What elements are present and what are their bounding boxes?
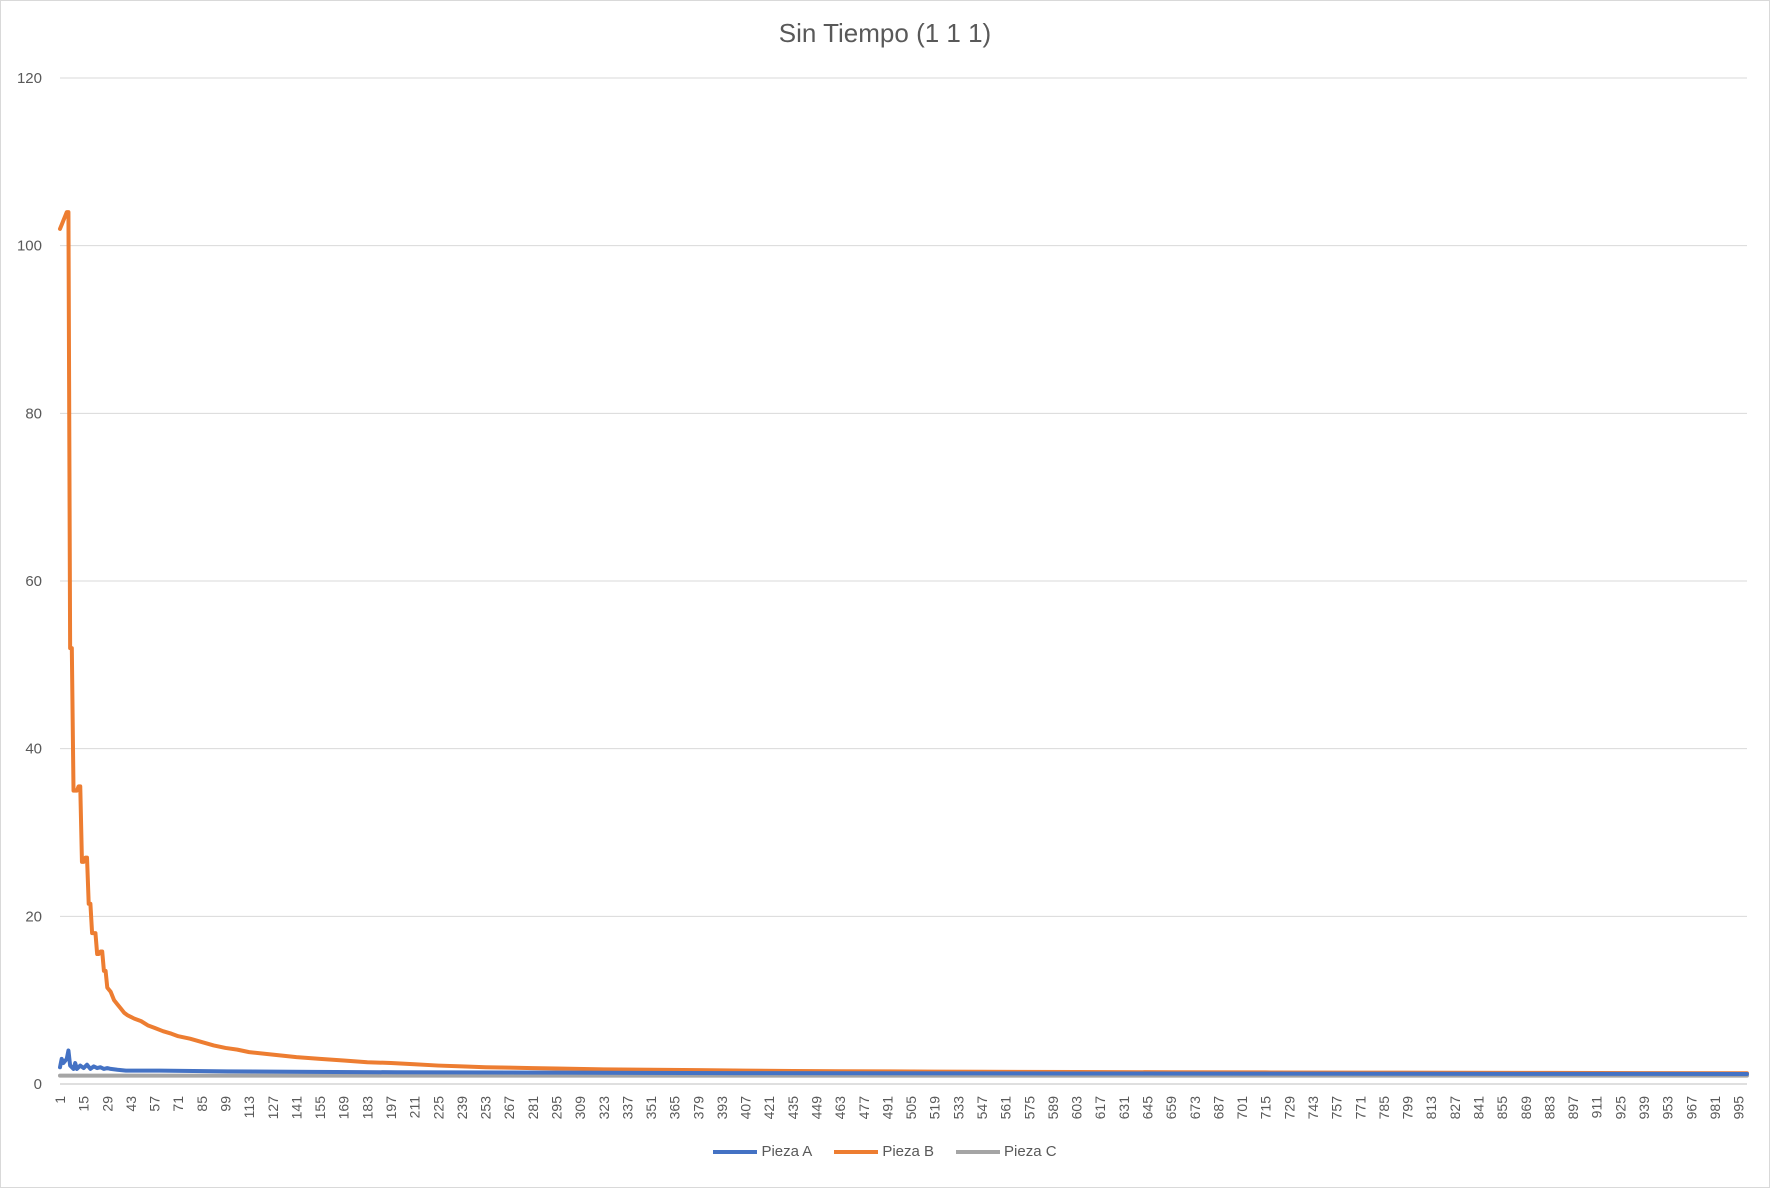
legend-swatch	[713, 1149, 758, 1154]
x-tick-label: 757	[1329, 1096, 1345, 1120]
x-tick-label: 589	[1045, 1096, 1061, 1120]
legend-item: Pieza C	[956, 1143, 1057, 1160]
x-tick-label: 883	[1541, 1096, 1557, 1120]
x-tick-label: 575	[1021, 1096, 1037, 1120]
x-tick-label: 267	[501, 1096, 517, 1120]
x-tick-label: 127	[265, 1096, 281, 1120]
legend-label: Pieza A	[761, 1143, 813, 1160]
x-tick-label: 771	[1352, 1096, 1368, 1120]
x-tick-label: 463	[832, 1096, 848, 1120]
x-tick-label: 197	[383, 1096, 399, 1120]
x-tick-label: 953	[1660, 1096, 1676, 1120]
x-tick-label: 435	[785, 1096, 801, 1120]
x-tick-label: 253	[478, 1096, 494, 1120]
x-tick-label: 659	[1163, 1096, 1179, 1120]
x-tick-label: 841	[1470, 1096, 1486, 1120]
y-axis-labels: 0 20 40 60 80 100 120	[17, 70, 42, 1093]
x-tick-label: 967	[1683, 1096, 1699, 1120]
x-tick-label: 57	[147, 1096, 163, 1112]
x-axis-labels: 1 15 29 43 57 71 85 99 113 127 141 155 169 183 197 211 2…	[52, 1096, 1747, 1120]
x-tick-label: 99	[217, 1096, 233, 1112]
x-tick-label: 379	[690, 1096, 706, 1120]
x-tick-label: 407	[738, 1096, 754, 1120]
series-lines	[58, 210, 1749, 1078]
x-tick-label: 183	[359, 1096, 375, 1120]
x-tick-label: 505	[903, 1096, 919, 1120]
x-tick-label: 981	[1707, 1096, 1723, 1120]
legend-swatch	[834, 1149, 879, 1154]
x-tick-label: 715	[1258, 1096, 1274, 1120]
x-tick-label: 281	[525, 1096, 541, 1120]
y-tick-label: 40	[25, 741, 42, 758]
x-tick-label: 449	[809, 1096, 825, 1120]
x-tick-label: 29	[99, 1096, 115, 1112]
legend-swatch	[956, 1149, 1001, 1154]
x-tick-label: 911	[1589, 1096, 1605, 1119]
y-tick-label: 100	[17, 238, 42, 255]
x-tick-label: 743	[1305, 1096, 1321, 1120]
legend-label: Pieza C	[1004, 1143, 1057, 1160]
x-tick-label: 729	[1281, 1096, 1297, 1120]
legend-label: Pieza B	[882, 1143, 935, 1160]
y-tick-label: 80	[25, 405, 42, 422]
x-tick-label: 239	[454, 1096, 470, 1120]
x-tick-label: 337	[619, 1096, 635, 1120]
x-tick-label: 827	[1447, 1096, 1463, 1120]
legend: Pieza A Pieza B Pieza C	[0, 1143, 1770, 1160]
x-tick-label: 799	[1400, 1096, 1416, 1120]
x-tick-label: 533	[950, 1096, 966, 1120]
x-tick-label: 113	[241, 1096, 257, 1119]
x-tick-label: 813	[1423, 1096, 1439, 1120]
series-line-pieza-a	[58, 1048, 1749, 1076]
x-tick-label: 603	[1069, 1096, 1085, 1120]
x-tick-label: 869	[1518, 1096, 1534, 1120]
x-tick-label: 15	[76, 1096, 92, 1112]
x-tick-label: 71	[170, 1096, 186, 1112]
x-tick-label: 645	[1140, 1096, 1156, 1120]
x-tick-label: 897	[1565, 1096, 1581, 1120]
y-tick-label: 60	[25, 573, 42, 590]
y-tick-label: 120	[17, 70, 42, 87]
x-tick-label: 561	[998, 1096, 1014, 1120]
x-tick-label: 855	[1494, 1096, 1510, 1120]
x-tick-label: 309	[572, 1096, 588, 1120]
y-tick-label: 0	[34, 1076, 42, 1093]
x-tick-label: 491	[879, 1096, 895, 1120]
x-tick-label: 995	[1731, 1096, 1747, 1120]
x-tick-label: 477	[856, 1096, 872, 1120]
x-tick-label: 617	[1092, 1096, 1108, 1120]
x-tick-label: 211	[407, 1096, 423, 1119]
x-tick-label: 421	[761, 1096, 777, 1120]
x-tick-label: 939	[1636, 1096, 1652, 1120]
x-tick-label: 351	[643, 1096, 659, 1120]
chart-title: Sin Tiempo (1 1 1)	[778, 18, 992, 48]
legend-item: Pieza A	[713, 1143, 812, 1160]
x-tick-label: 295	[548, 1096, 564, 1120]
x-tick-label: 155	[312, 1096, 328, 1120]
x-tick-label: 547	[974, 1096, 990, 1120]
y-tick-label: 20	[25, 908, 42, 925]
x-tick-label: 701	[1234, 1096, 1250, 1120]
x-tick-label: 687	[1210, 1096, 1226, 1120]
x-tick-label: 785	[1376, 1096, 1392, 1120]
x-tick-label: 519	[927, 1096, 943, 1120]
x-tick-label: 925	[1612, 1096, 1628, 1120]
gridlines	[60, 77, 1747, 1085]
x-tick-label: 85	[194, 1096, 210, 1112]
x-tick-label: 169	[336, 1096, 352, 1120]
x-tick-label: 141	[288, 1096, 304, 1120]
x-tick-label: 631	[1116, 1096, 1132, 1120]
x-tick-label: 673	[1187, 1096, 1203, 1120]
x-tick-label: 43	[123, 1096, 139, 1112]
x-tick-label: 1	[52, 1096, 68, 1104]
legend-item: Pieza B	[834, 1143, 934, 1160]
x-tick-label: 323	[596, 1096, 612, 1120]
x-tick-label: 393	[714, 1096, 730, 1120]
series-line-pieza-b	[58, 210, 1749, 1076]
x-tick-label: 225	[430, 1096, 446, 1120]
x-tick-label: 365	[667, 1096, 683, 1120]
